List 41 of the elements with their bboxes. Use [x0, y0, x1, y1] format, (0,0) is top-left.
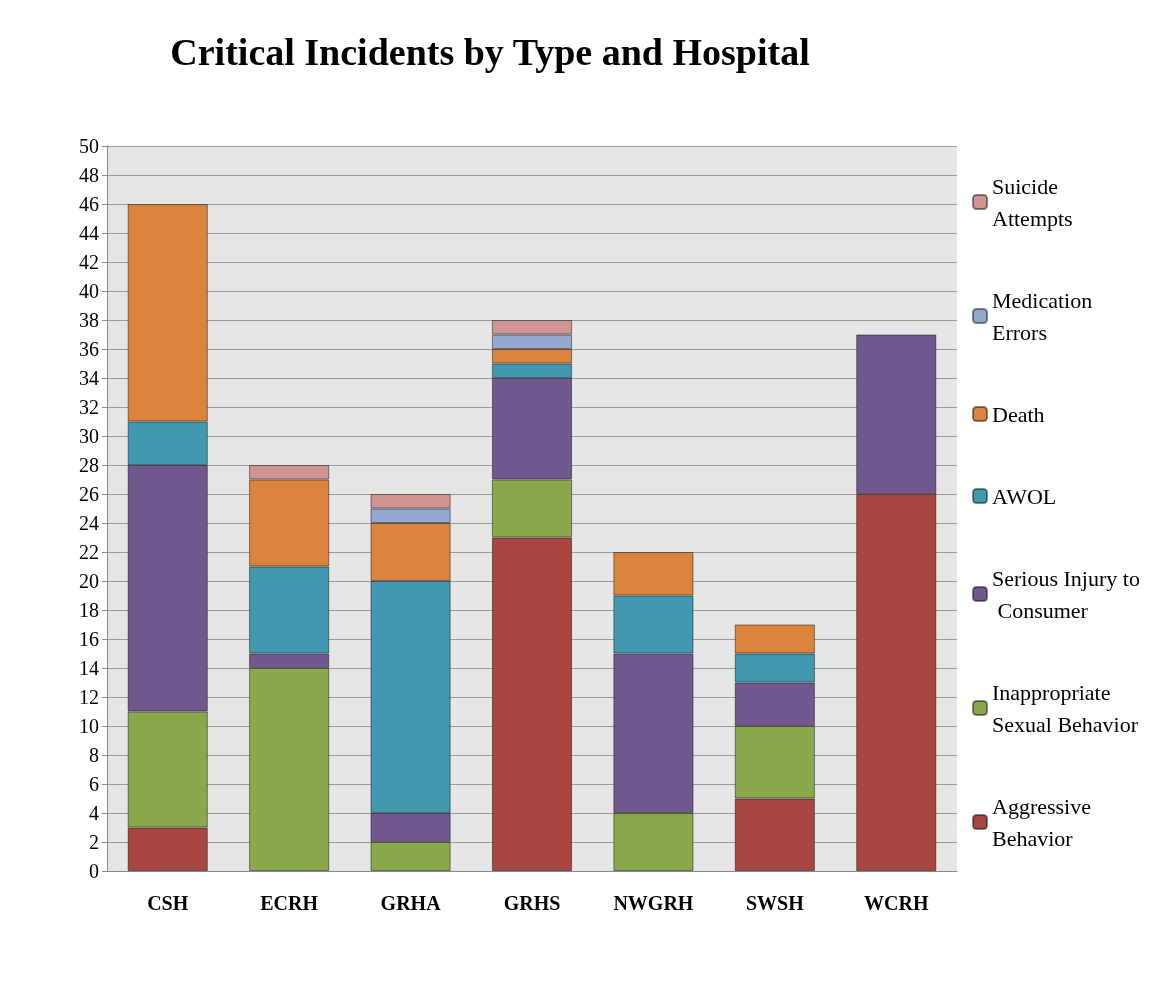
legend-label: Aggressive Behavior [992, 793, 1097, 851]
y-tick-label: 6 [89, 773, 99, 795]
y-tick-label: 44 [79, 222, 99, 244]
y-tick-label: 30 [79, 425, 99, 447]
y-tick-label: 28 [79, 454, 99, 476]
y-tick-label: 24 [79, 512, 99, 534]
y-tick-label: 14 [79, 657, 99, 679]
legend-label: Inappropriate Sexual Behavior [992, 679, 1139, 737]
chart-title: Critical Incidents by Type and Hospital [170, 31, 810, 73]
y-tick-label: 40 [79, 280, 99, 302]
x-tick-label: CSH [147, 892, 189, 914]
x-tick-label: WCRH [864, 892, 929, 914]
y-tick-label: 18 [79, 599, 99, 621]
y-tick-label: 46 [79, 193, 99, 215]
y-tick-label: 8 [89, 744, 99, 766]
y-tick-label: 20 [79, 570, 99, 592]
x-tick-label: SWSH [745, 892, 805, 914]
y-tick-label: 12 [79, 686, 99, 708]
y-tick-label: 16 [79, 628, 99, 650]
y-tick-label: 48 [79, 164, 99, 186]
legend-label: Medication Errors [992, 287, 1098, 345]
legend-label: Serious Injury to Consumer [992, 565, 1140, 623]
y-tick-label: 34 [79, 367, 99, 389]
y-tick-label: 4 [89, 802, 99, 824]
x-tick-label: GRHS [503, 892, 561, 914]
y-tick-label: 42 [79, 251, 99, 273]
legend-label: AWOL [992, 483, 1057, 509]
legend-label: Suicide Attempts [992, 173, 1073, 231]
y-tick-label: 0 [89, 860, 99, 882]
y-tick-label: 36 [79, 338, 99, 360]
x-tick-label: NWGRH [613, 892, 694, 914]
y-tick-label: 26 [79, 483, 99, 505]
y-tick-label: 50 [79, 135, 99, 157]
legend-label: Death [992, 401, 1045, 427]
x-tick-label: GRHA [380, 892, 442, 914]
y-tick-label: 38 [79, 309, 99, 331]
y-tick-label: 2 [89, 831, 99, 853]
y-tick-label: 32 [79, 396, 99, 418]
y-tick-label: 22 [79, 541, 99, 563]
x-tick-label: ECRH [260, 892, 319, 914]
y-tick-label: 10 [79, 715, 99, 737]
